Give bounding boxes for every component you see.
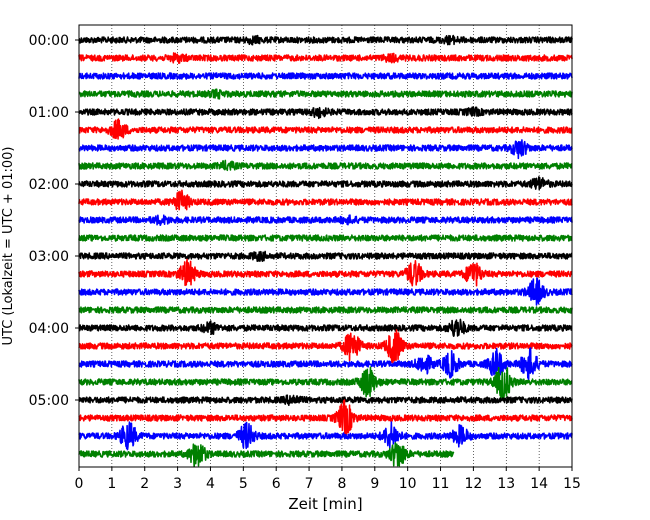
x-tick-label: 13 bbox=[497, 476, 515, 492]
seismic-trace bbox=[78, 394, 573, 407]
seismic-trace bbox=[78, 258, 573, 287]
seismic-trace bbox=[78, 52, 573, 65]
x-tick-label: 8 bbox=[337, 476, 346, 492]
x-tick-label: 7 bbox=[305, 476, 314, 492]
seismic-trace bbox=[78, 347, 573, 381]
seismic-trace bbox=[78, 442, 455, 468]
seismic-trace bbox=[78, 329, 573, 365]
seismic-trace bbox=[78, 34, 573, 46]
y-tick-label: 00:00 bbox=[29, 33, 69, 49]
seismic-trace bbox=[78, 88, 573, 100]
seismic-trace bbox=[78, 277, 573, 306]
seismic-trace bbox=[78, 159, 573, 172]
seismic-trace bbox=[78, 189, 573, 211]
y-tick-label: 04:00 bbox=[29, 321, 69, 337]
y-tick-label: 05:00 bbox=[29, 393, 69, 409]
seismic-trace bbox=[78, 139, 573, 160]
seismic-trace bbox=[78, 318, 573, 338]
y-tick-label: 02:00 bbox=[29, 177, 69, 193]
seismic-trace bbox=[78, 421, 573, 451]
x-axis-label: Zeit [min] bbox=[288, 495, 362, 513]
x-tick-label: 10 bbox=[399, 476, 417, 492]
plot-frame bbox=[78, 24, 573, 468]
seismic-trace bbox=[78, 72, 573, 80]
x-tick-label: 15 bbox=[563, 476, 581, 492]
seismic-trace bbox=[78, 118, 573, 140]
x-tick-label: 1 bbox=[107, 476, 116, 492]
seismic-traces bbox=[78, 34, 573, 468]
y-tick-label: 03:00 bbox=[29, 249, 69, 265]
seismic-trace bbox=[78, 234, 573, 242]
y-axis-ticks: 00:00 01:00 02:00 03:00 04:00 05:00 bbox=[29, 33, 79, 409]
x-tick-label: 0 bbox=[75, 476, 84, 492]
seismic-trace bbox=[78, 250, 573, 263]
x-tick-label: 6 bbox=[272, 476, 281, 492]
seismic-trace bbox=[78, 399, 573, 436]
x-tick-label: 4 bbox=[206, 476, 215, 492]
x-axis-ticks: 0 1 2 3 4 5 6 7 8 9 10 11 12 13 14 15 bbox=[75, 467, 581, 492]
x-tick-label: 5 bbox=[239, 476, 248, 492]
x-tick-label: 14 bbox=[530, 476, 548, 492]
x-tick-label: 9 bbox=[370, 476, 379, 492]
seismic-trace bbox=[78, 366, 573, 402]
y-tick-label: 01:00 bbox=[29, 105, 69, 121]
seismic-trace bbox=[78, 214, 573, 227]
x-tick-label: 2 bbox=[140, 476, 149, 492]
seismic-trace bbox=[78, 306, 573, 314]
x-tick-label: 3 bbox=[173, 476, 182, 492]
seismic-trace bbox=[78, 176, 573, 191]
y-axis-label: UTC (Lokalzeit = UTC + 01:00) bbox=[1, 147, 16, 346]
seismic-trace bbox=[78, 106, 573, 120]
x-tick-label: 11 bbox=[432, 476, 450, 492]
x-tick-label: 12 bbox=[464, 476, 482, 492]
